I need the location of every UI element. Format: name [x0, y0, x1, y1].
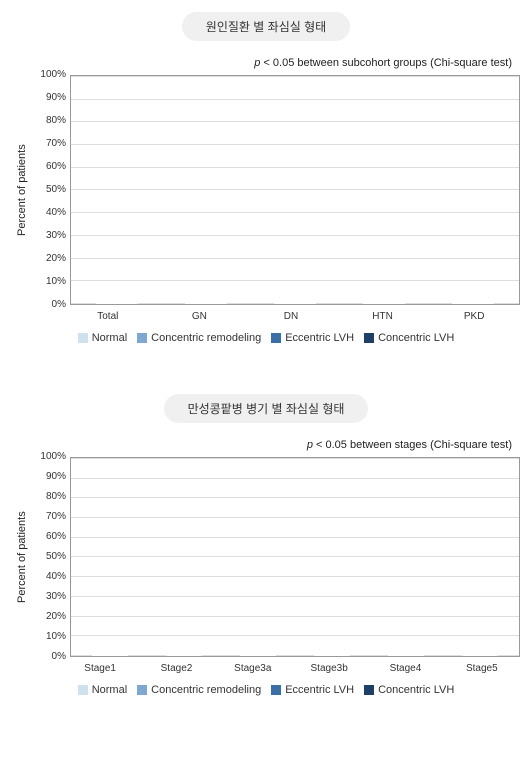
y-axis-label: Percent of patients: [12, 75, 32, 305]
bar-segment-normal: [314, 654, 350, 656]
bar-segment-normal: [92, 654, 128, 656]
x-axis-ticks: Stage1 Stage2 Stage3a Stage3b Stage4 Stage5: [62, 663, 520, 674]
pvalue-text: p < 0.05 between subcohort groups (Chi-s…: [12, 57, 520, 69]
legend-swatch: [364, 333, 374, 343]
bar-segment-normal: [462, 654, 498, 656]
legend-item-eccentric_lvh: Eccentric LVH: [271, 684, 354, 696]
x-axis-ticks: Total GN DN HTN PKD: [62, 311, 520, 322]
bar-segment-normal: [388, 654, 424, 656]
bar-column: [354, 296, 414, 304]
bar-column: [176, 296, 236, 304]
legend-label: Eccentric LVH: [285, 332, 354, 344]
legend-item-concentric_remodeling: Concentric remodeling: [137, 332, 261, 344]
xtick-label: Total: [78, 311, 138, 322]
xtick-label: Stage3a: [226, 663, 280, 674]
xtick-label: Stage2: [149, 663, 203, 674]
gridlines: [71, 458, 519, 656]
pvalue-text: p < 0.05 between stages (Chi-square test…: [12, 439, 520, 451]
y-axis-ticks: 100%90%80%70%60%50%40%30%20%10%0%: [32, 75, 70, 305]
bar-segment-normal: [96, 302, 138, 304]
legend-item-concentric_lvh: Concentric LVH: [364, 684, 454, 696]
legend-swatch: [364, 685, 374, 695]
chart-title: 만성콩팥병 병기 별 좌심실 형태: [164, 394, 369, 423]
bar-segment-normal: [166, 654, 202, 656]
bar-segment-normal: [185, 302, 227, 304]
legend-label: Eccentric LVH: [285, 684, 354, 696]
xtick-label: Stage4: [378, 663, 432, 674]
legend-swatch: [78, 685, 88, 695]
legend-swatch: [271, 333, 281, 343]
chart-plot-area: [70, 75, 520, 305]
legend-label: Concentric LVH: [378, 684, 454, 696]
legend-label: Concentric remodeling: [151, 684, 261, 696]
bar-column: [453, 648, 507, 656]
bar-column: [157, 648, 211, 656]
legend-label: Concentric LVH: [378, 332, 454, 344]
legend-label: Concentric remodeling: [151, 332, 261, 344]
bar-column: [83, 648, 137, 656]
bar-column: [265, 296, 325, 304]
legend-label: Normal: [92, 684, 127, 696]
bar-column: [443, 296, 503, 304]
bar-segment-normal: [363, 302, 405, 304]
xtick-label: DN: [261, 311, 321, 322]
y-axis-ticks: 100%90%80%70%60%50%40%30%20%10%0%: [32, 457, 70, 657]
legend-item-concentric_lvh: Concentric LVH: [364, 332, 454, 344]
bar-column: [305, 648, 359, 656]
legend-swatch: [271, 685, 281, 695]
legend-swatch: [78, 333, 88, 343]
xtick-label: PKD: [444, 311, 504, 322]
bar-column: [379, 648, 433, 656]
chart-legend: Normal Concentric remodeling Eccentric LVH…: [12, 684, 520, 696]
chart-stage: 만성콩팥병 병기 별 좌심실 형태 p < 0.05 between stage…: [12, 394, 520, 696]
legend-item-normal: Normal: [78, 332, 127, 344]
chart-title: 원인질환 별 좌심실 형태: [182, 12, 350, 41]
xtick-label: GN: [169, 311, 229, 322]
bar-column: [87, 296, 147, 304]
legend-swatch: [137, 685, 147, 695]
chart-plot-area: [70, 457, 520, 657]
xtick-label: Stage3b: [302, 663, 356, 674]
legend-item-normal: Normal: [78, 684, 127, 696]
xtick-label: Stage1: [73, 663, 127, 674]
xtick-label: Stage5: [455, 663, 509, 674]
legend-swatch: [137, 333, 147, 343]
bar-segment-normal: [274, 302, 316, 304]
legend-item-eccentric_lvh: Eccentric LVH: [271, 332, 354, 344]
y-axis-label: Percent of patients: [12, 457, 32, 657]
gridlines: [71, 76, 519, 304]
chart-subcohort: 원인질환 별 좌심실 형태 p < 0.05 between subcohort…: [12, 12, 520, 344]
legend-label: Normal: [92, 332, 127, 344]
xtick-label: HTN: [353, 311, 413, 322]
chart-legend: Normal Concentric remodeling Eccentric LVH…: [12, 332, 520, 344]
legend-item-concentric_remodeling: Concentric remodeling: [137, 684, 261, 696]
bar-column: [231, 648, 285, 656]
bar-segment-normal: [240, 654, 276, 656]
bar-segment-normal: [452, 302, 494, 304]
